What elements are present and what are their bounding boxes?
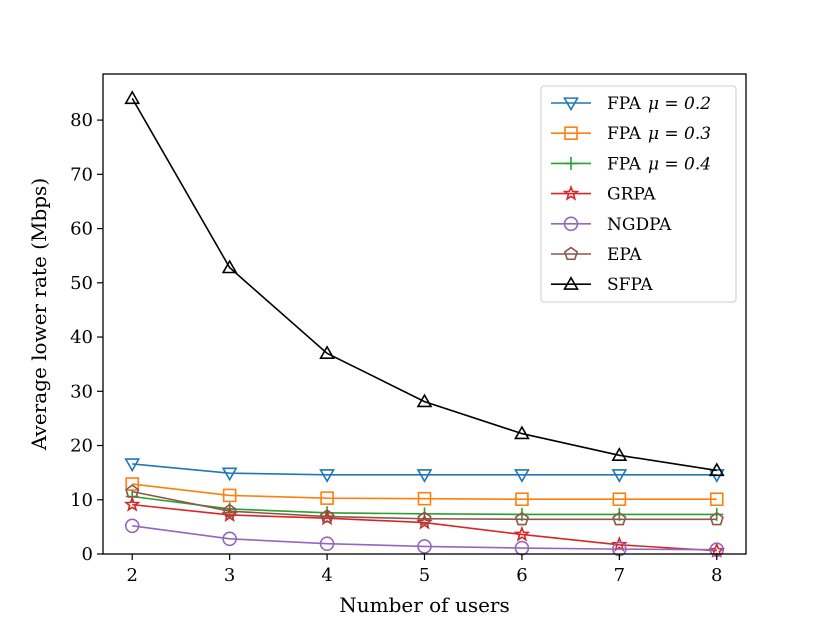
y-tick-label: 50 <box>70 273 93 294</box>
x-tick-label: 7 <box>614 565 625 586</box>
data-point-marker <box>611 469 628 483</box>
x-tick-label: 6 <box>516 565 527 586</box>
y-tick-label: 0 <box>82 544 93 565</box>
x-tick-label: 5 <box>419 565 430 586</box>
x-tick-label: 3 <box>224 565 235 586</box>
legend-marker <box>563 97 579 112</box>
legend-label: FPA μ = 0.2 <box>607 94 711 114</box>
data-point-marker <box>513 525 531 542</box>
data-point-marker <box>123 495 141 512</box>
series-line <box>132 503 717 552</box>
data-point-marker <box>514 425 530 440</box>
legend-entry: FPA μ = 0.3 <box>551 124 711 144</box>
x-tick-label: 4 <box>321 565 332 586</box>
data-point-marker <box>709 511 724 526</box>
legend-marker <box>562 184 580 201</box>
x-axis-ticks: 2 3 4 5 6 7 8 <box>127 554 722 586</box>
data-point-marker <box>416 469 433 483</box>
y-tick-label: 80 <box>70 110 93 131</box>
legend-label: NGDPA <box>607 215 672 235</box>
data-point-marker <box>514 469 530 483</box>
data-point-marker <box>416 393 433 408</box>
y-tick-label: 10 <box>70 490 93 511</box>
y-tick-label: 40 <box>70 327 93 348</box>
legend-label: FPA μ = 0.4 <box>607 154 711 174</box>
data-point-marker <box>709 492 724 507</box>
data-point-marker <box>610 535 628 552</box>
series-sfpa-6 <box>124 90 725 477</box>
data-point-marker <box>124 518 140 534</box>
legend-label-name: FPA <box>607 154 642 174</box>
y-tick-label: 30 <box>70 381 93 402</box>
x-tick-label: 2 <box>127 565 138 586</box>
legend-label: FPA μ = 0.3 <box>607 124 711 144</box>
legend-label-math: μ = 0.2 <box>648 94 711 114</box>
legend-entry: FPA μ = 0.4 <box>551 154 711 174</box>
legend: FPA μ = 0.2 FPA μ = 0.3 FPA μ = 0.4 GRPA NGDPA E… <box>540 85 737 303</box>
data-point-marker <box>319 345 335 359</box>
data-point-marker <box>319 509 335 523</box>
x-axis-label: Number of users <box>339 593 510 617</box>
legend-label-name: FPA <box>607 94 642 114</box>
y-axis-ticks: 0 10 20 30 40 50 60 70 80 <box>70 110 103 565</box>
legend-entry: EPA <box>551 245 642 265</box>
legend-label-name: GRPA <box>607 185 656 205</box>
legend-entry: NGDPA <box>551 215 672 235</box>
series-line <box>132 483 717 501</box>
series-fpa-0 <box>124 458 725 483</box>
legend-label-math: μ = 0.4 <box>648 154 711 174</box>
legend-label: SFPA <box>607 275 653 295</box>
data-point-marker <box>515 492 529 507</box>
data-point-marker <box>320 491 334 505</box>
legend-marker <box>564 126 578 140</box>
legend-marker <box>563 276 579 290</box>
legend-entry: SFPA <box>551 275 653 295</box>
y-axis-label: Average lower rate (Mbps) <box>27 178 51 451</box>
legend-label-name: FPA <box>607 124 642 144</box>
legend-label-math: μ = 0.3 <box>648 124 711 144</box>
data-point-marker <box>612 511 627 526</box>
legend-label-name: EPA <box>607 245 642 265</box>
legend-entry: GRPA <box>551 185 656 205</box>
series-line <box>132 463 717 476</box>
y-tick-label: 20 <box>70 436 93 457</box>
series-epa-5 <box>125 484 724 526</box>
data-point-marker <box>124 90 141 105</box>
x-tick-label: 8 <box>711 565 722 586</box>
legend-marker <box>563 216 579 232</box>
data-point-marker <box>222 488 237 503</box>
data-point-marker <box>708 462 725 477</box>
legend-box <box>540 85 737 303</box>
legend-label: GRPA <box>607 185 656 205</box>
data-point-marker <box>417 539 432 554</box>
data-point-marker <box>319 536 335 551</box>
data-point-marker <box>124 458 141 473</box>
data-point-marker <box>221 467 238 482</box>
legend-marker <box>564 156 578 170</box>
data-point-marker <box>222 503 237 518</box>
series-layer <box>123 90 726 558</box>
legend-marker <box>563 246 579 261</box>
data-point-marker <box>612 492 627 507</box>
data-point-marker <box>611 447 628 461</box>
y-tick-label: 60 <box>70 219 93 240</box>
series-line <box>132 490 717 521</box>
legend-label: EPA <box>607 245 642 265</box>
y-tick-label: 70 <box>70 164 93 185</box>
data-point-marker <box>710 507 724 521</box>
data-point-marker <box>319 469 335 483</box>
data-point-marker <box>417 491 432 506</box>
data-point-marker <box>221 259 238 274</box>
data-point-marker <box>125 484 140 498</box>
data-point-marker <box>514 511 530 526</box>
legend-label-name: SFPA <box>607 275 653 295</box>
data-point-marker <box>417 511 432 525</box>
legend-entry: FPA μ = 0.2 <box>551 94 711 114</box>
series-ngdpa-4 <box>124 518 725 557</box>
legend-label-name: NGDPA <box>607 215 672 235</box>
series-line <box>132 525 717 551</box>
data-point-marker <box>222 531 237 547</box>
series-line <box>131 98 717 472</box>
